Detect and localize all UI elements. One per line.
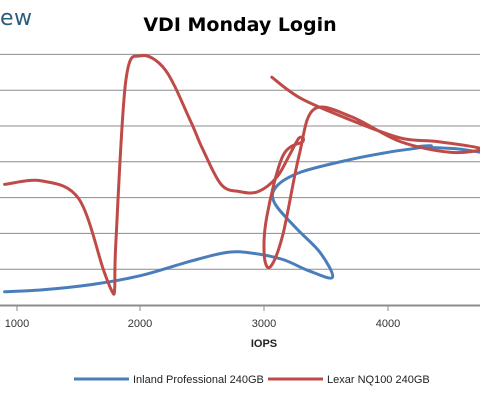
x-tick-label-2000: 2000 — [128, 318, 152, 330]
chart-title: VDI Monday Login — [143, 14, 337, 36]
legend: Inland Professional 240GB Lexar NQ100 240… — [74, 374, 430, 386]
x-tick-label-3000: 3000 — [252, 318, 276, 330]
legend-label-1: Lexar NQ100 240GB — [327, 374, 430, 386]
x-tick-label-1000: 1000 — [5, 318, 29, 330]
brand-logo-fragment: ew — [0, 6, 33, 31]
series-lines — [3, 53, 480, 296]
series-line-inland-professional — [3, 144, 480, 294]
legend-label-0: Inland Professional 240GB — [133, 374, 264, 386]
x-tick-label-4000: 4000 — [376, 318, 400, 330]
x-tick-labels: 1000 2000 3000 4000 — [5, 306, 400, 330]
series-line-lexar-nq100 — [3, 53, 480, 296]
x-axis-label: IOPS — [251, 338, 277, 350]
gridlines — [0, 53, 480, 307]
